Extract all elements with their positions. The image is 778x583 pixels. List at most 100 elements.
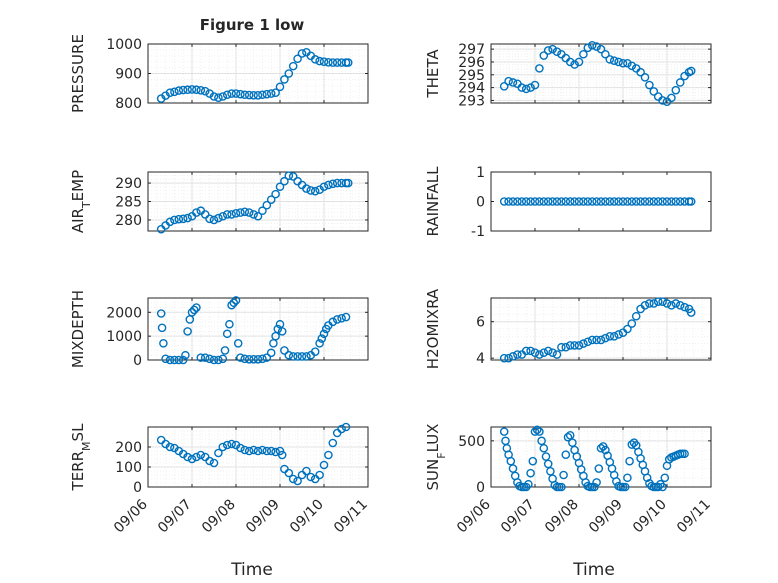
- data-point: [565, 341, 575, 350]
- data-point: [229, 298, 239, 308]
- data-point: [196, 450, 206, 460]
- data-point: [174, 214, 184, 224]
- data-point: [543, 459, 553, 469]
- data-point: [660, 473, 670, 483]
- data-markers: [499, 425, 689, 492]
- data-point: [631, 197, 641, 206]
- data-point: [183, 85, 192, 95]
- data-point: [499, 82, 509, 91]
- y-tick-label: 285: [115, 195, 142, 211]
- data-point: [504, 197, 513, 206]
- data-point: [587, 335, 597, 345]
- data-point: [288, 474, 298, 484]
- data-point: [324, 450, 333, 460]
- data-point: [341, 422, 351, 432]
- data-point: [546, 467, 555, 476]
- y-tick-label: 0: [476, 480, 485, 496]
- subplot-8: 09/06 09/07 09/08 09/09 09/10 09/11 0 500 SUNFLU…: [424, 424, 714, 537]
- data-point: [623, 197, 632, 206]
- data-point: [649, 299, 659, 308]
- subplot-6: 4 6 H2OMIXRA: [424, 288, 712, 369]
- y-axis-label: SUNFLUX: [424, 424, 448, 491]
- data-point: [649, 87, 659, 96]
- data-point: [271, 189, 280, 199]
- y-tick-label: 800: [115, 96, 142, 112]
- axes-box: [490, 43, 712, 104]
- data-point: [508, 464, 518, 473]
- data-point: [671, 85, 681, 95]
- data-point: [225, 319, 234, 329]
- y-tick-label: 2000: [106, 305, 142, 321]
- data-point: [675, 300, 685, 310]
- data-point: [513, 197, 522, 206]
- data-point: [543, 346, 553, 356]
- data-point: [266, 89, 276, 98]
- subplot-1: 800 900 1000 PRESSURE: [69, 34, 369, 113]
- data-point: [614, 197, 623, 206]
- data-point: [623, 324, 632, 334]
- data-point: [209, 458, 219, 468]
- data-markers: [499, 40, 696, 107]
- data-point: [653, 197, 663, 206]
- data-point: [552, 350, 562, 359]
- data-point: [275, 182, 285, 192]
- data-point: [601, 49, 610, 59]
- data-point: [161, 354, 170, 364]
- y-axis-label: RAINFALL: [424, 166, 442, 237]
- data-point: [612, 477, 621, 486]
- data-markers: [156, 296, 351, 365]
- data-point: [614, 330, 623, 339]
- data-point: [640, 73, 650, 82]
- data-point: [528, 456, 538, 466]
- data-point: [552, 47, 562, 56]
- data-point: [328, 438, 338, 448]
- data-point: [548, 197, 557, 206]
- data-point: [332, 178, 342, 188]
- data-point: [537, 436, 546, 446]
- data-point: [614, 57, 623, 67]
- data-point: [284, 69, 294, 78]
- data-point: [253, 211, 263, 221]
- data-point: [592, 197, 601, 206]
- data-point: [680, 302, 689, 312]
- data-point: [535, 427, 544, 436]
- data-point: [543, 197, 553, 206]
- data-point: [258, 354, 267, 364]
- data-point: [675, 78, 685, 87]
- data-point: [324, 180, 333, 190]
- data-point: [288, 61, 298, 71]
- data-point: [596, 335, 606, 345]
- data-point: [315, 470, 324, 480]
- figure-title: Figure 1 low: [200, 16, 305, 34]
- data-point: [271, 88, 280, 97]
- data-point: [324, 57, 333, 67]
- axes-box: [490, 297, 712, 361]
- data-point: [521, 84, 531, 94]
- data-point: [601, 197, 610, 206]
- data-point: [561, 342, 571, 352]
- data-point: [686, 66, 696, 76]
- y-tick-label: 200: [115, 440, 142, 456]
- data-point: [280, 75, 289, 84]
- data-point: [627, 197, 637, 206]
- data-point: [196, 86, 206, 95]
- data-point: [220, 346, 230, 355]
- data-point: [227, 439, 236, 449]
- data-point: [609, 197, 619, 206]
- x-tick-label: 09/06: [454, 496, 494, 536]
- data-point: [214, 213, 223, 223]
- data-point: [596, 197, 606, 206]
- data-point: [658, 197, 667, 206]
- data-point: [209, 92, 219, 101]
- data-point: [686, 308, 696, 317]
- data-point: [293, 352, 302, 361]
- data-point: [667, 300, 676, 310]
- data-point: [288, 172, 298, 181]
- data-point: [565, 431, 575, 440]
- y-tick-label: 0: [476, 195, 485, 211]
- data-point: [596, 44, 606, 54]
- data-point: [174, 355, 184, 365]
- data-point: [596, 443, 606, 453]
- data-point: [601, 333, 610, 343]
